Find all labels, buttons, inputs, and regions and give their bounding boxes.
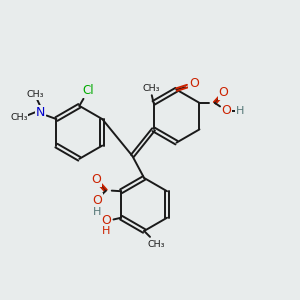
Text: H: H [93,207,101,217]
Text: CH₃: CH₃ [26,90,44,99]
Text: Cl: Cl [82,84,94,97]
Text: O: O [92,194,102,207]
Text: CH₃: CH₃ [148,240,165,249]
Text: O: O [101,214,111,226]
Text: N: N [35,106,45,119]
Text: CH₃: CH₃ [142,84,160,93]
Text: O: O [189,77,199,90]
Text: CH₃: CH₃ [10,113,28,122]
Text: O: O [92,173,101,186]
Text: H: H [102,226,111,236]
Text: H: H [236,106,244,116]
Text: O: O [222,104,232,117]
Text: O: O [219,86,229,99]
